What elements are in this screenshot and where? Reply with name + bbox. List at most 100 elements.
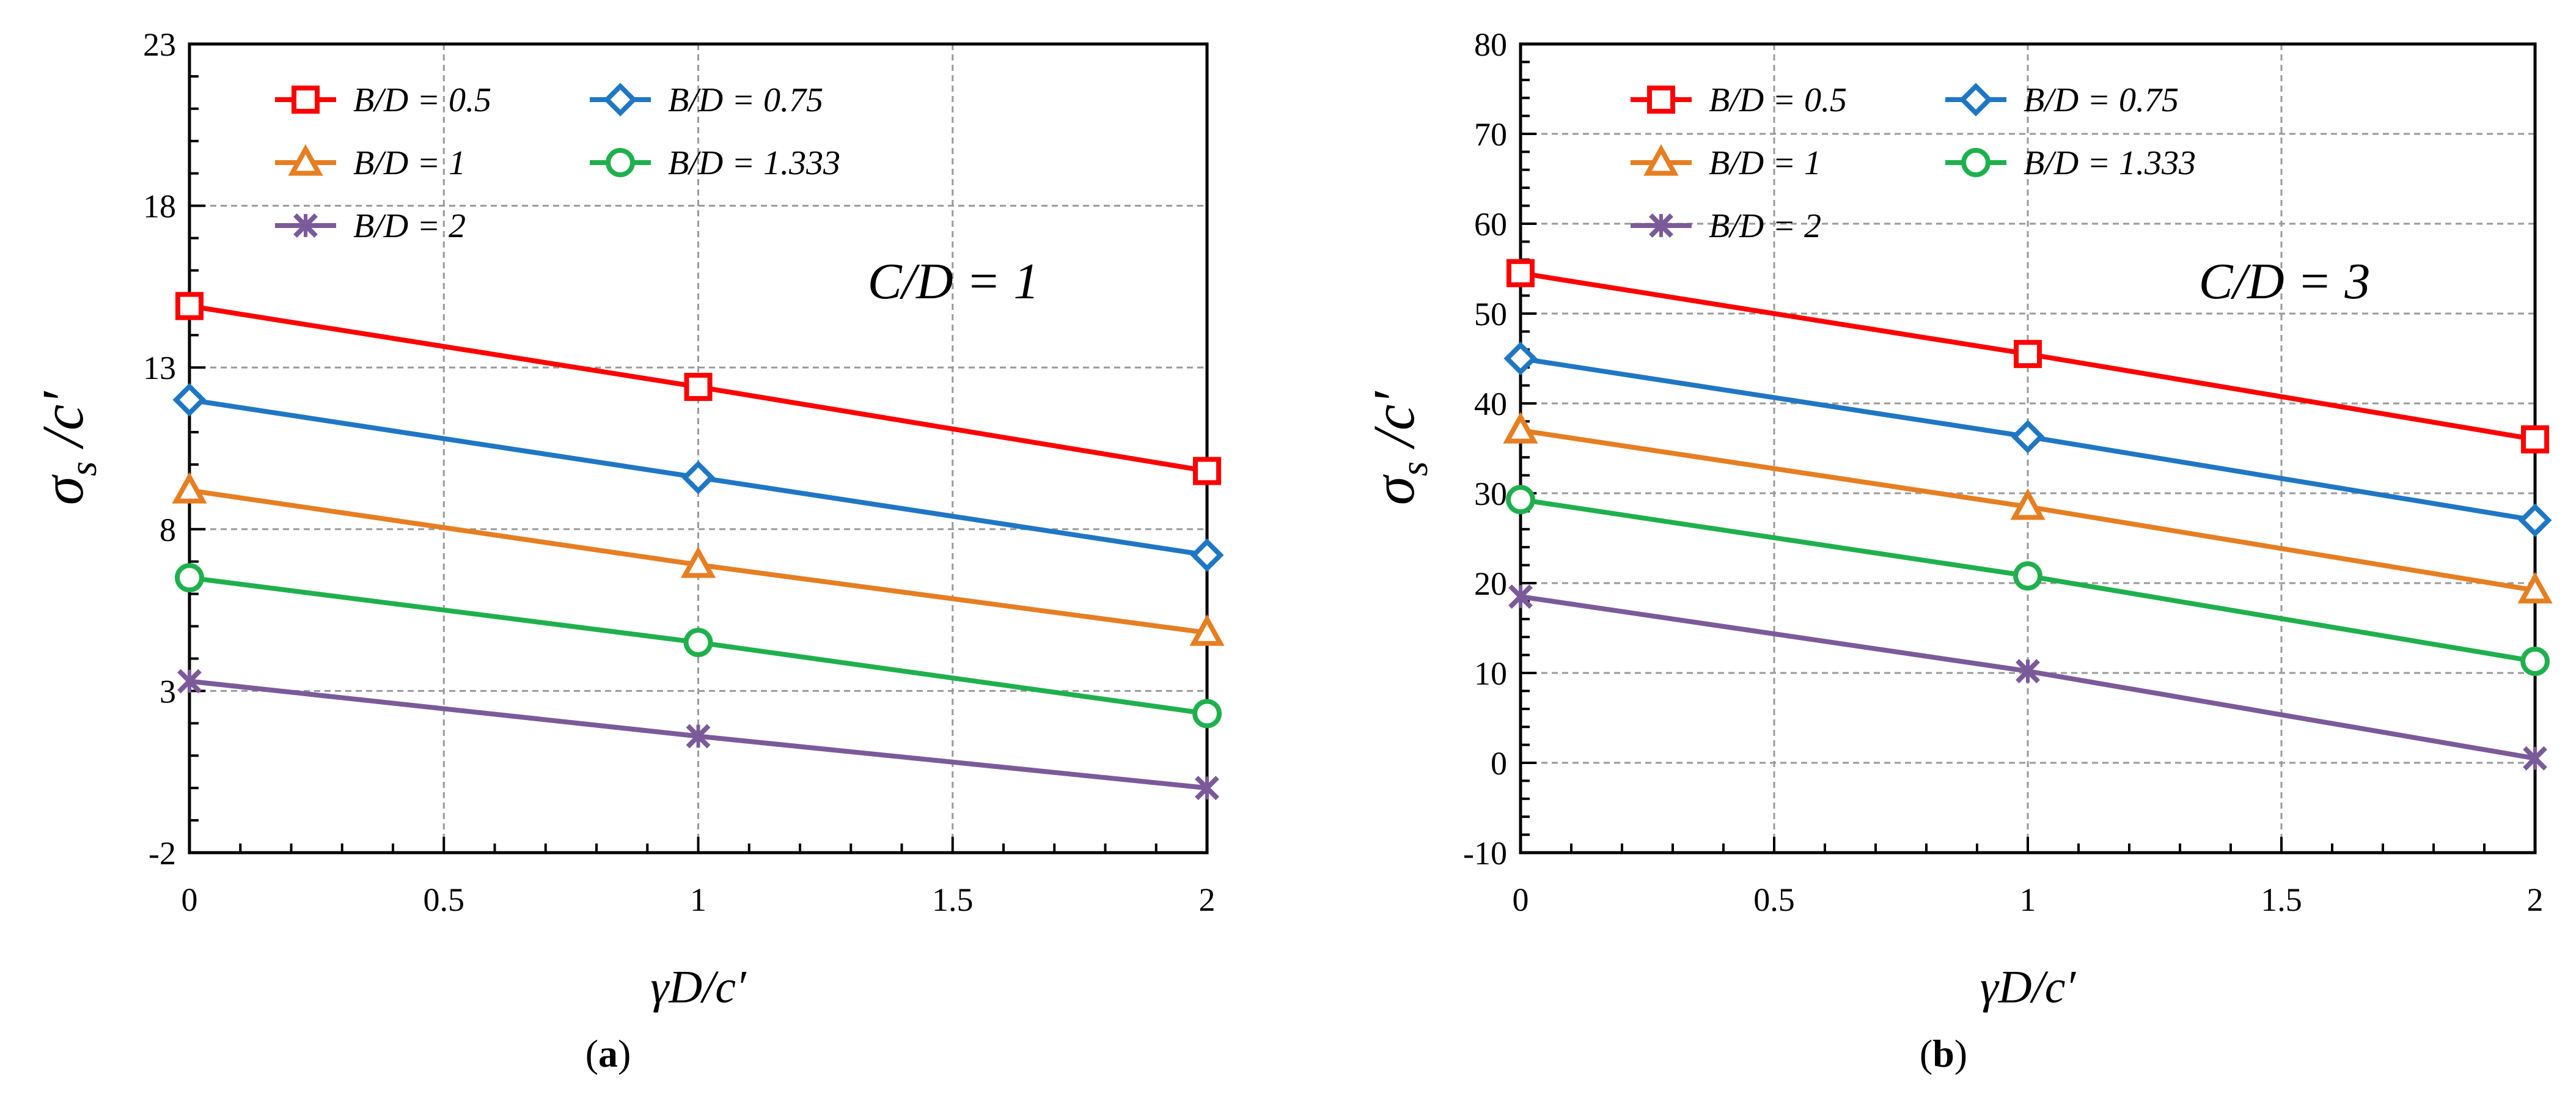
series-b-d-1-333 — [175, 563, 1222, 729]
x-tick-label: 2 — [1199, 881, 1216, 918]
panel-label-letter: b — [1932, 1032, 1954, 1075]
x-tick-label: 2 — [2527, 881, 2544, 918]
legend-label: B/D = 2 — [353, 207, 466, 245]
y-tick-label: 8 — [160, 512, 176, 548]
y-tick-label: 3 — [160, 673, 176, 710]
legend-marker — [1961, 148, 1991, 177]
legend-label: B/D = 0.5 — [353, 81, 491, 119]
legend-marker — [288, 144, 323, 176]
y-tick-label: 18 — [143, 188, 176, 225]
y-tick-label: 40 — [1474, 386, 1507, 422]
data-point — [1503, 341, 1538, 376]
legend-label: B/D = 1.333 — [668, 144, 840, 182]
data-point — [2523, 746, 2547, 771]
legend-marker — [292, 86, 320, 114]
data-point — [1192, 699, 1222, 729]
series-b-d-0-75 — [172, 383, 1224, 572]
legend-entry: B/D = 0.75 — [1945, 81, 2179, 119]
legend-entry: B/D = 0.75 — [590, 81, 823, 119]
y-axis-label-main: σ — [1361, 474, 1426, 505]
series-b-d-1 — [1503, 412, 2553, 604]
legend-marker — [606, 148, 635, 177]
legend-entry: B/D = 2 — [1631, 207, 1821, 245]
legend-marker — [1649, 213, 1673, 238]
y-tick-label: 30 — [1474, 476, 1507, 512]
series-b-d-0-5 — [1506, 259, 2549, 454]
data-point — [172, 383, 207, 417]
x-tick-label: 0 — [182, 881, 198, 918]
series-b-d-1 — [172, 472, 1225, 646]
data-point — [1195, 776, 1219, 801]
data-point — [684, 372, 713, 401]
legend-label: B/D = 0.5 — [1709, 81, 1847, 119]
legend-marker — [293, 213, 318, 238]
data-point — [177, 669, 202, 694]
data-point — [683, 628, 713, 657]
data-point — [681, 460, 716, 494]
data-point — [1190, 538, 1224, 572]
y-tick-label: 20 — [1474, 565, 1507, 602]
legend-label: B/D = 0.75 — [2024, 81, 2179, 119]
y-axis-label: σs /c′ — [30, 391, 105, 505]
x-tick-label: 0.5 — [424, 881, 465, 918]
y-tick-label: -10 — [1463, 835, 1507, 872]
y-axis-label-sub: s — [63, 461, 105, 476]
y-axis-label-rest: /c′ — [1361, 391, 1426, 461]
legend-label: B/D = 1 — [1709, 144, 1821, 182]
data-point — [175, 292, 204, 320]
data-point — [172, 472, 207, 504]
y-tick-label: -2 — [149, 835, 176, 872]
y-tick-label: 70 — [1474, 116, 1507, 153]
y-tick-label: 0 — [1491, 745, 1507, 782]
series-b-d-1-333 — [1506, 485, 2550, 676]
y-tick-label: 50 — [1474, 296, 1507, 333]
y-axis-label-sub: s — [1394, 461, 1436, 476]
legend-label: B/D = 1.333 — [2024, 144, 2196, 182]
legend-marker — [1643, 144, 1679, 176]
series-b-d-0-5 — [175, 292, 1221, 485]
legend-entry: B/D = 1.333 — [590, 144, 840, 182]
data-point — [686, 724, 711, 749]
data-point — [1508, 584, 1533, 609]
legend-entry: B/D = 1 — [275, 144, 466, 182]
data-point — [2011, 419, 2045, 454]
x-tick-label: 1 — [690, 881, 706, 918]
data-point — [1503, 412, 1538, 444]
legend-marker — [1647, 86, 1675, 114]
x-axis-label: γD/c′ — [650, 961, 747, 1013]
y-tick-label: 23 — [143, 26, 176, 63]
y-axis-label: σs /c′ — [1361, 391, 1436, 505]
data-point — [1506, 485, 1535, 515]
x-tick-label: 1 — [2020, 881, 2036, 918]
legend-entry: B/D = 1.333 — [1945, 144, 2196, 182]
panel-label: (a) — [585, 1032, 631, 1075]
panel-label-letter: a — [598, 1032, 618, 1075]
legend-label: B/D = 2 — [1709, 207, 1821, 245]
x-tick-label: 0.5 — [1753, 881, 1795, 918]
panel-label: (b) — [1920, 1032, 1967, 1075]
series-b-d-0-75 — [1503, 341, 2552, 537]
x-tick-label: 0 — [1513, 881, 1529, 918]
legend-entry: B/D = 0.5 — [1631, 81, 1847, 119]
legend-label: B/D = 1 — [353, 144, 466, 182]
data-point — [175, 563, 204, 593]
data-point — [2014, 340, 2042, 369]
legend-label: B/D = 0.75 — [668, 81, 823, 119]
x-tick-label: 1.5 — [2261, 881, 2302, 918]
legend-marker — [603, 83, 637, 117]
y-tick-label: 80 — [1474, 26, 1507, 63]
y-axis-label-main: σ — [30, 474, 95, 505]
data-point — [2517, 572, 2553, 604]
data-point — [1506, 259, 1535, 287]
data-point — [2016, 659, 2040, 683]
legend-marker — [1959, 83, 1993, 117]
data-point — [2518, 503, 2552, 537]
legend-entry: B/D = 0.5 — [275, 81, 491, 119]
series-b-d-2 — [177, 669, 1219, 801]
data-point — [2013, 561, 2042, 591]
legend-entry: B/D = 2 — [275, 207, 466, 245]
data-point — [1189, 614, 1225, 646]
